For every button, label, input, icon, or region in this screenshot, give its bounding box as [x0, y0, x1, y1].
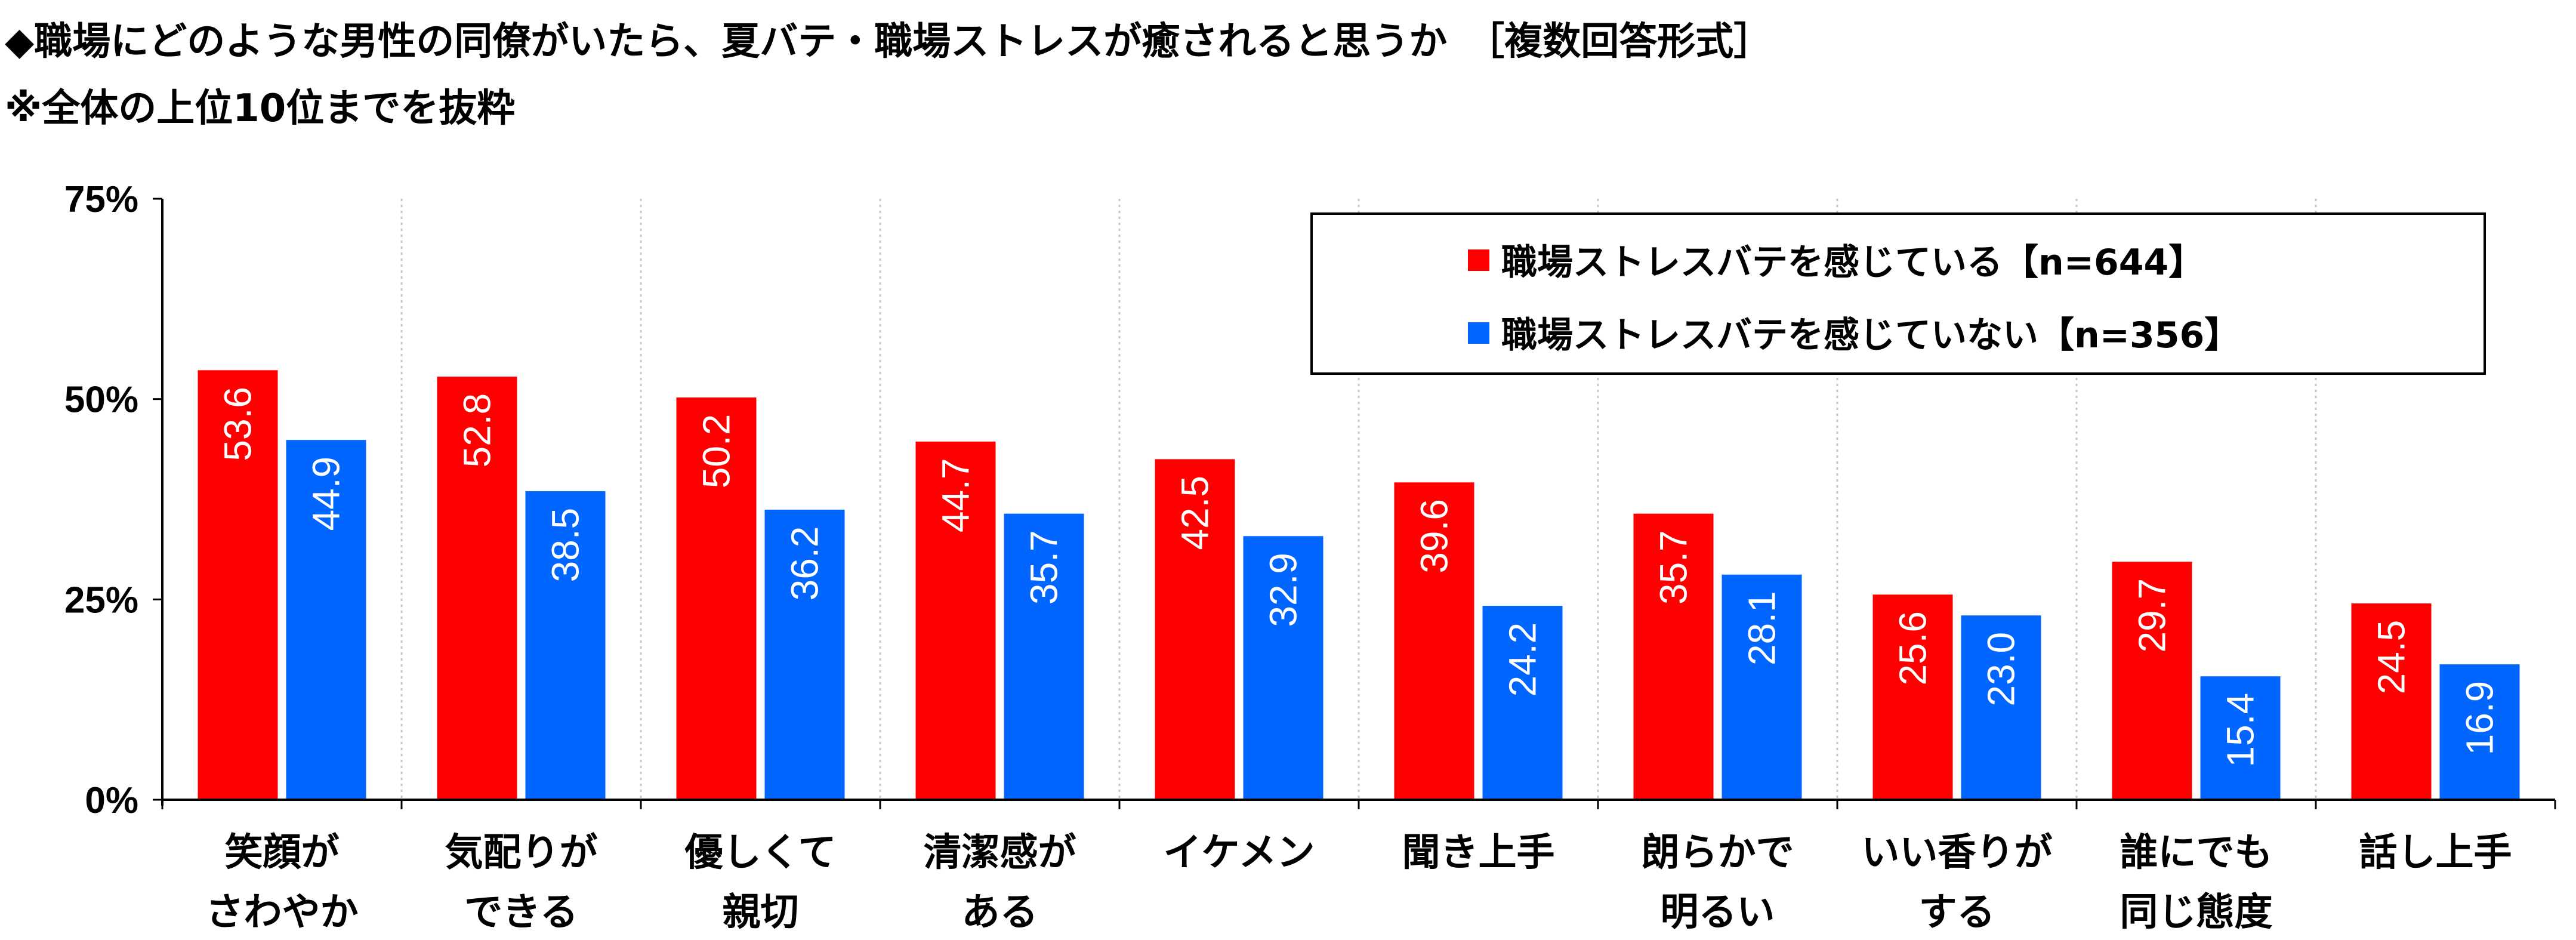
data-label: 24.5 [2370, 620, 2413, 695]
data-label: 23.0 [1980, 632, 2023, 707]
category-label: 優しくて [684, 831, 836, 875]
bar [2351, 603, 2432, 800]
data-label: 32.9 [1262, 553, 1305, 627]
legend-swatch [1468, 322, 1489, 344]
bar [286, 440, 366, 800]
data-label: 42.5 [1174, 476, 1217, 550]
data-label: 28.1 [1741, 591, 1784, 665]
bar [1961, 615, 2041, 800]
y-tick-label: 50% [64, 380, 138, 421]
y-tick-label: 25% [64, 580, 138, 621]
data-label: 36.2 [783, 526, 826, 601]
data-label: 52.8 [456, 393, 499, 468]
data-label: 44.9 [305, 457, 348, 531]
legend-label: 職場ストレスバテを感じていない【n=356】 [1501, 315, 2240, 356]
bar [437, 377, 517, 800]
data-label: 29.7 [2131, 578, 2174, 653]
bar [1004, 513, 1084, 800]
category-label: 朗らかで [1642, 831, 1794, 875]
category-label: 同じ態度 [2120, 890, 2273, 935]
chart-title: ◆職場にどのような男性の同僚がいたら、夏バテ・職場ストレスが癒されると思うか ［… [5, 20, 1772, 64]
bar [2112, 562, 2192, 800]
category-label: 誰にでも [2120, 831, 2273, 875]
data-label: 53.6 [217, 387, 260, 461]
bar [1633, 513, 1714, 800]
y-tick-label: 0% [85, 780, 138, 821]
category-label: イケメン [1163, 831, 1315, 875]
legend-swatch [1468, 249, 1489, 271]
bar [676, 397, 757, 800]
category-label: さわやか [206, 890, 359, 935]
data-label: 24.2 [1501, 622, 1544, 697]
category-label: する [1919, 890, 1995, 935]
bar [1872, 594, 1953, 800]
bar [1155, 459, 1235, 800]
category-label: 笑顔が [225, 831, 340, 875]
legend-box [1310, 212, 2486, 375]
category-label: 清潔感が [924, 831, 1076, 875]
bar [2200, 676, 2281, 800]
bar [1394, 482, 1474, 800]
bar [915, 441, 996, 800]
data-label: 50.2 [695, 414, 738, 489]
data-label: 15.4 [2219, 693, 2262, 768]
category-label: いい香りが [1862, 831, 2053, 875]
category-label: 気配りが [445, 831, 598, 875]
category-label: 聞き上手 [1402, 831, 1555, 875]
bar [1722, 574, 1802, 800]
data-label: 35.7 [1023, 530, 1066, 605]
y-tick-label: 75% [64, 179, 138, 220]
data-label: 44.7 [934, 458, 977, 533]
bar [525, 491, 606, 800]
bar [2439, 664, 2520, 800]
category-label: 話し上手 [2359, 831, 2512, 875]
bar [1243, 536, 1324, 800]
data-label: 39.6 [1413, 499, 1456, 574]
data-label: 38.5 [544, 508, 587, 583]
data-label: 25.6 [1892, 611, 1935, 686]
category-label: できる [464, 890, 578, 935]
bar [764, 509, 845, 800]
category-label: 明るい [1661, 890, 1775, 935]
data-label: 16.9 [2458, 681, 2501, 756]
data-label: 35.7 [1652, 530, 1695, 605]
category-label: 親切 [723, 890, 799, 935]
legend-label: 職場ストレスバテを感じている【n=644】 [1501, 242, 2204, 283]
category-label: ある [962, 890, 1038, 935]
bar [1482, 606, 1563, 800]
chart-subtitle: ※全体の上位10位までを抜粋 [5, 87, 516, 131]
bar [198, 370, 278, 800]
